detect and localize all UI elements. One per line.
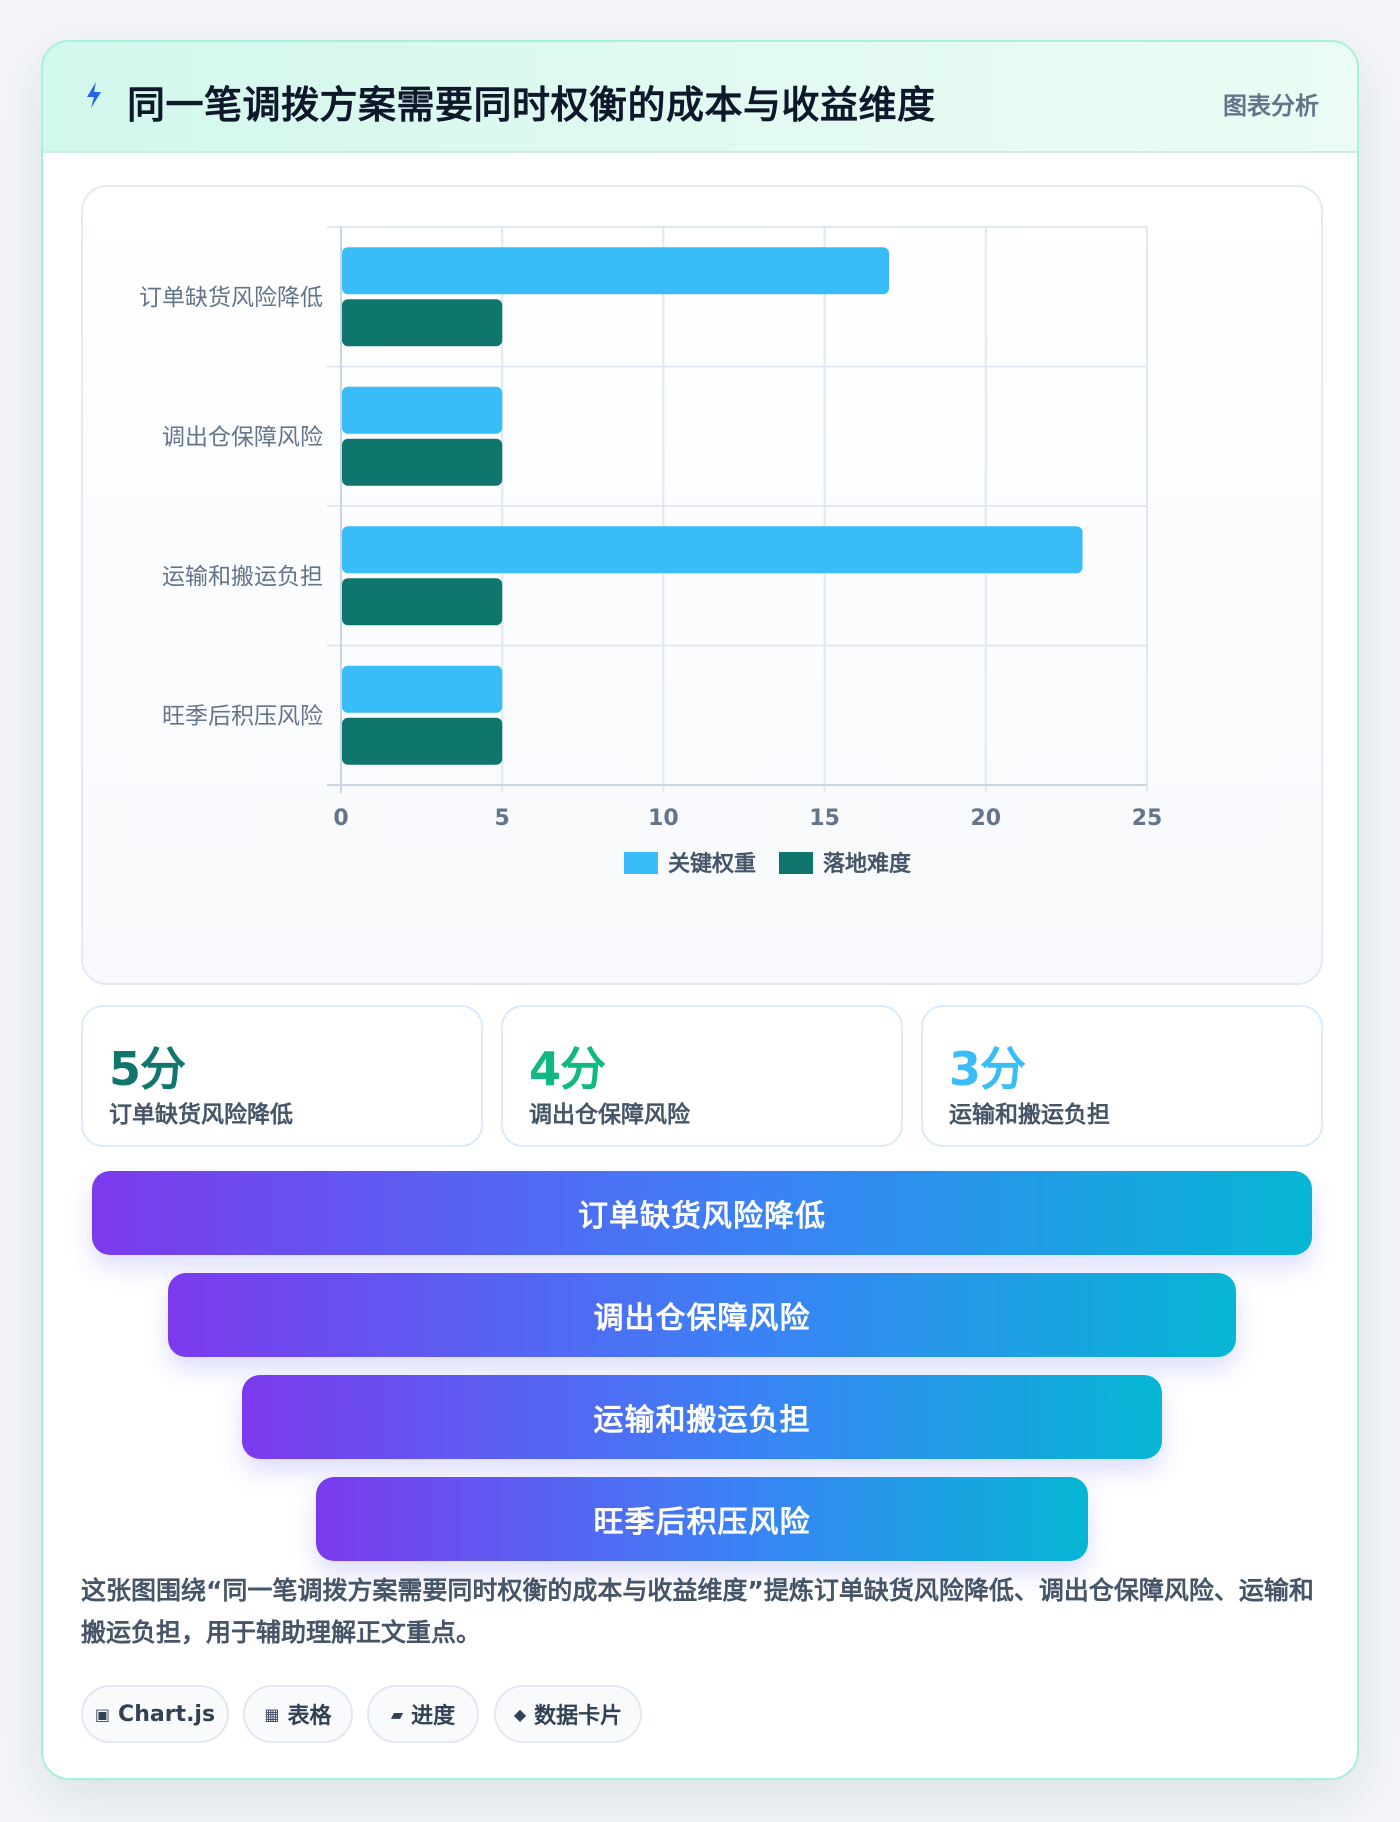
x-tick-label: 10 [648,806,679,831]
x-tick-label: 20 [970,806,1001,831]
chip-chartjs[interactable]: ▣ Chart.js [81,1685,229,1743]
y-tick-label: 订单缺货风险降低 [139,285,323,311]
bar [342,526,1083,574]
chip-label: 表格 [287,1704,332,1729]
bar [342,299,503,347]
funnel-step-2: 调出仓保障风险 [168,1273,1236,1357]
chart-card: 同一笔调拨方案需要同时权衡的成本与收益维度 图表分析 订单缺货风险降低 调出仓保障… [41,40,1359,1780]
chip-data-card[interactable]: ◆ 数据卡片 [494,1685,642,1743]
y-tick-label: 调出仓保障风险 [162,424,323,450]
y-tick-label: 运输和搬运负担 [162,564,323,590]
legend-swatch [779,852,813,874]
bar [342,578,503,626]
x-tick-label: 5 [495,806,510,831]
stat-label: 订单缺货风险降低 [109,1102,293,1128]
stat-card-2: 4分 调出仓保障风险 [501,1005,903,1147]
funnel-step-4: 旺季后积压风险 [316,1477,1088,1561]
lightning-icon [87,82,101,108]
x-tick-label: 15 [809,806,840,831]
diamond-icon: ◆ [513,1704,527,1724]
chip-label: 数据卡片 [534,1704,623,1729]
page-title: 同一笔调拨方案需要同时权衡的成本与收益维度 [127,83,936,127]
chart-analysis-tag: 图表分析 [1223,92,1319,120]
funnel-step-1: 订单缺货风险降低 [92,1171,1312,1255]
stat-label: 运输和搬运负担 [949,1102,1110,1128]
stat-value: 3分 [949,1042,1026,1096]
stat-label: 调出仓保障风险 [529,1102,690,1128]
bar [342,386,503,434]
bar [342,717,503,765]
stat-value: 4分 [529,1042,606,1096]
chip-label: Chart.js [118,1701,216,1727]
chart-description: 这张图围绕“同一笔调拨方案需要同时权衡的成本与收益维度”提炼订单缺货风险降低、调… [81,1576,1314,1647]
card-header: 同一笔调拨方案需要同时权衡的成本与收益维度 图表分析 [43,42,1357,153]
x-tick-label: 25 [1132,806,1163,831]
legend-label: 关键权重 [668,851,756,877]
bar [342,438,503,486]
funnel-step-3: 运输和搬运负担 [242,1375,1162,1459]
chip-label: 进度 [411,1704,456,1729]
progress-icon: ▰ [390,1704,404,1724]
chart-icon: ▣ [94,1704,111,1724]
x-tick-label: 0 [333,806,348,831]
stat-card-3: 3分 运输和搬运负担 [921,1005,1323,1147]
chip-table[interactable]: ▦ 表格 [243,1685,353,1743]
chart-panel: 订单缺货风险降低调出仓保障风险 运输和搬运负担 旺季后积压风险 0 5 10 15 20 25 关… [81,185,1323,985]
y-tick-label: 旺季后积压风险 [162,703,323,729]
stat-value: 5分 [109,1042,186,1096]
bar [342,665,503,713]
table-icon: ▦ [264,1704,280,1724]
chip-progress[interactable]: ▰ 进度 [367,1685,479,1743]
bar [342,247,890,295]
legend-swatch [624,852,658,874]
stat-card-1: 5分 订单缺货风险降低 [81,1005,483,1147]
legend-label: 落地难度 [823,851,912,877]
